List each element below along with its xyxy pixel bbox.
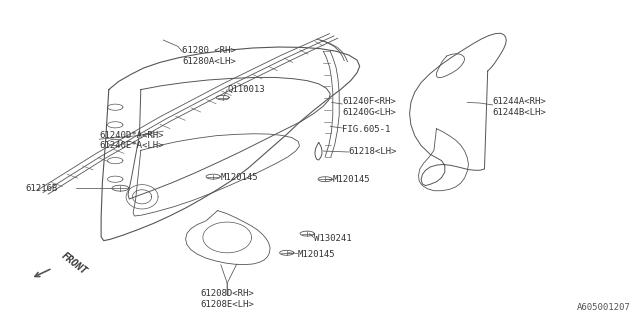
Text: M120145: M120145 xyxy=(298,250,335,259)
Text: Q110013: Q110013 xyxy=(227,85,265,94)
Text: 61208D<RH>
61208E<LH>: 61208D<RH> 61208E<LH> xyxy=(200,290,254,309)
Text: 61244A<RH>
61244B<LH>: 61244A<RH> 61244B<LH> xyxy=(493,98,547,117)
Text: M120145: M120145 xyxy=(333,175,371,184)
Text: 61216B: 61216B xyxy=(26,184,58,193)
Text: 61240D*A<RH>
61240E*A<LH>: 61240D*A<RH> 61240E*A<LH> xyxy=(99,131,164,150)
Text: FRONT: FRONT xyxy=(60,251,89,277)
Text: FIG.605-1: FIG.605-1 xyxy=(342,125,391,134)
Text: 61218<LH>: 61218<LH> xyxy=(349,148,397,156)
Text: W130241: W130241 xyxy=(314,234,351,243)
Text: A605001207: A605001207 xyxy=(577,303,630,312)
Text: 61280 <RH>
61280A<LH>: 61280 <RH> 61280A<LH> xyxy=(182,46,236,66)
Text: 61240F<RH>
61240G<LH>: 61240F<RH> 61240G<LH> xyxy=(342,98,396,117)
Text: M120145: M120145 xyxy=(221,173,259,182)
